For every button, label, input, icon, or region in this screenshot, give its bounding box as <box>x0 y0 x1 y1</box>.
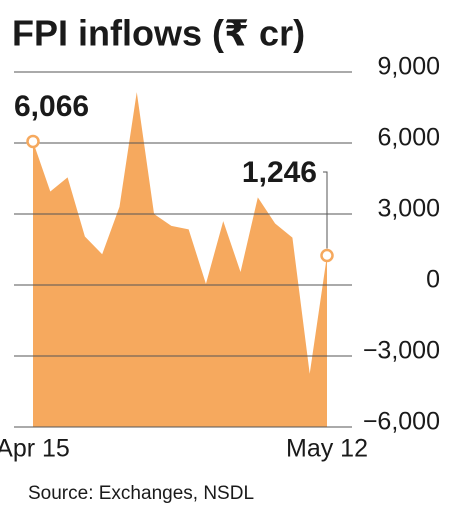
marker <box>320 248 334 263</box>
x-tick-label: Apr 15 <box>0 435 70 463</box>
value-label: 6,066 <box>14 90 89 123</box>
value-label: 1,246 <box>242 156 317 189</box>
marker <box>26 134 40 149</box>
y-tick-label: 0 <box>426 266 440 294</box>
y-tick-label: 3,000 <box>377 195 440 223</box>
area <box>33 92 327 427</box>
chart-title: FPI inflows (₹ cr) <box>12 13 305 54</box>
y-tick-label: −6,000 <box>363 408 440 436</box>
y-tick-label: 9,000 <box>377 53 440 81</box>
leader-line <box>323 171 328 249</box>
x-tick-label: May 12 <box>286 435 368 463</box>
y-tick-label: −3,000 <box>363 337 440 365</box>
y-tick-label: 6,000 <box>377 124 440 152</box>
source: Source: Exchanges, NSDL <box>28 483 254 504</box>
